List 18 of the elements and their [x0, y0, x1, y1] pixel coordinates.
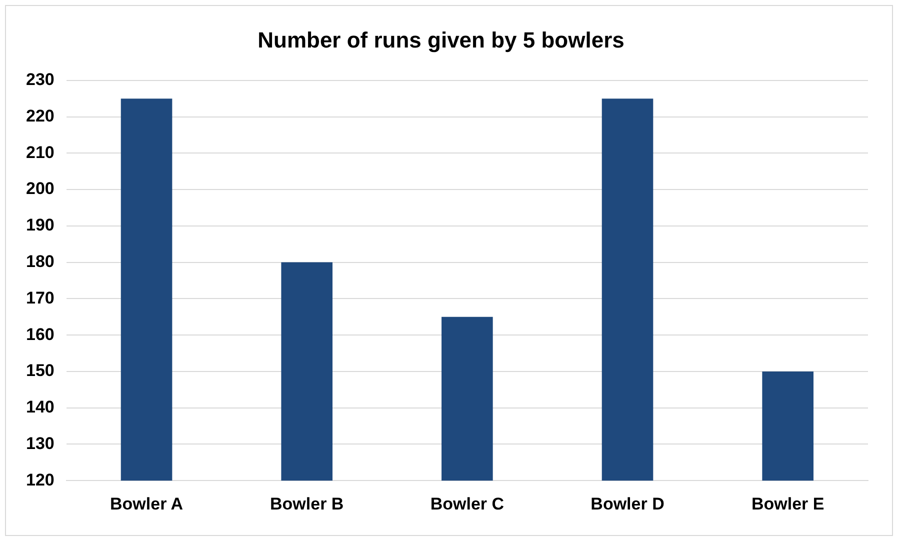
y-tick-label: 190	[26, 216, 54, 235]
y-tick-label: 160	[26, 324, 54, 344]
y-tick-label: 230	[26, 70, 54, 90]
x-tick-label: Bowler E	[751, 494, 824, 514]
y-tick-label: 140	[26, 398, 54, 417]
y-tick-label: 220	[26, 106, 54, 126]
x-tick-label: Bowler B	[270, 494, 344, 514]
chart-title: Number of runs given by 5 bowlers	[258, 27, 624, 52]
y-tick-label: 200	[26, 179, 54, 198]
y-tick-label: 170	[26, 288, 54, 308]
y-tick-label: 150	[26, 361, 54, 380]
y-tick-label: 130	[26, 434, 54, 453]
y-tick-label: 180	[26, 252, 54, 271]
x-tick-label: Bowler D	[590, 494, 664, 514]
x-tick-label: Bowler C	[430, 494, 504, 514]
x-tick-label: Bowler A	[110, 494, 184, 514]
y-tick-label: 210	[26, 142, 54, 162]
y-tick-label: 120	[26, 470, 54, 490]
